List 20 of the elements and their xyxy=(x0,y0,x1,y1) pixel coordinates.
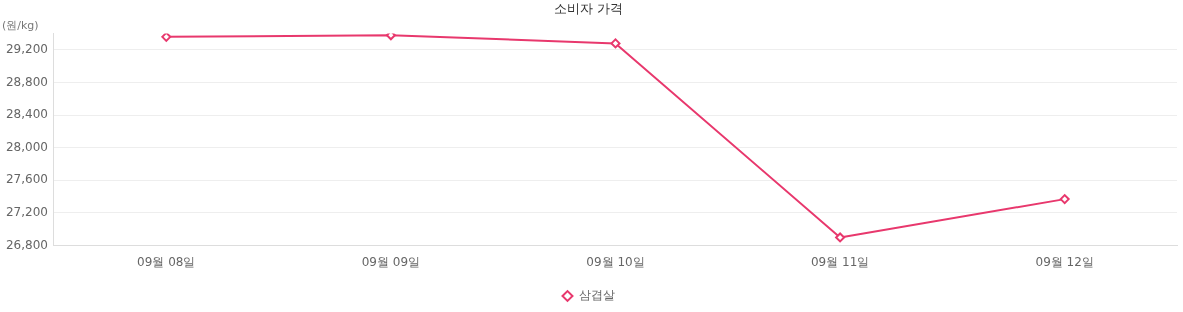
legend-label: 삼겹살 xyxy=(578,288,615,303)
x-tick-label: 09월 11일 xyxy=(810,254,870,269)
y-tick-label: 28,400 xyxy=(5,107,48,122)
point xyxy=(1059,194,1070,205)
point xyxy=(161,33,172,42)
y-tick-label: 29,200 xyxy=(5,42,48,57)
x-tick-label: 09월 08일 xyxy=(137,254,196,269)
point xyxy=(835,232,846,243)
x-tick-label: 09월 12일 xyxy=(1035,254,1094,269)
point xyxy=(610,38,621,49)
point xyxy=(385,33,396,41)
y-tick-label: 26,800 xyxy=(5,237,48,252)
y-tick-label: 27,600 xyxy=(5,172,48,187)
y-tick-label: 27,200 xyxy=(5,205,48,220)
chart-title: 소비자 가격 xyxy=(553,1,624,17)
y-axis-title: (원/kg) xyxy=(2,18,39,32)
y-tick-label: 28,800 xyxy=(5,74,48,89)
x-tick-label: 09월 09일 xyxy=(361,254,421,269)
x-tick-label: 09월 10일 xyxy=(586,254,645,269)
y-tick-label: 28,000 xyxy=(5,139,48,154)
